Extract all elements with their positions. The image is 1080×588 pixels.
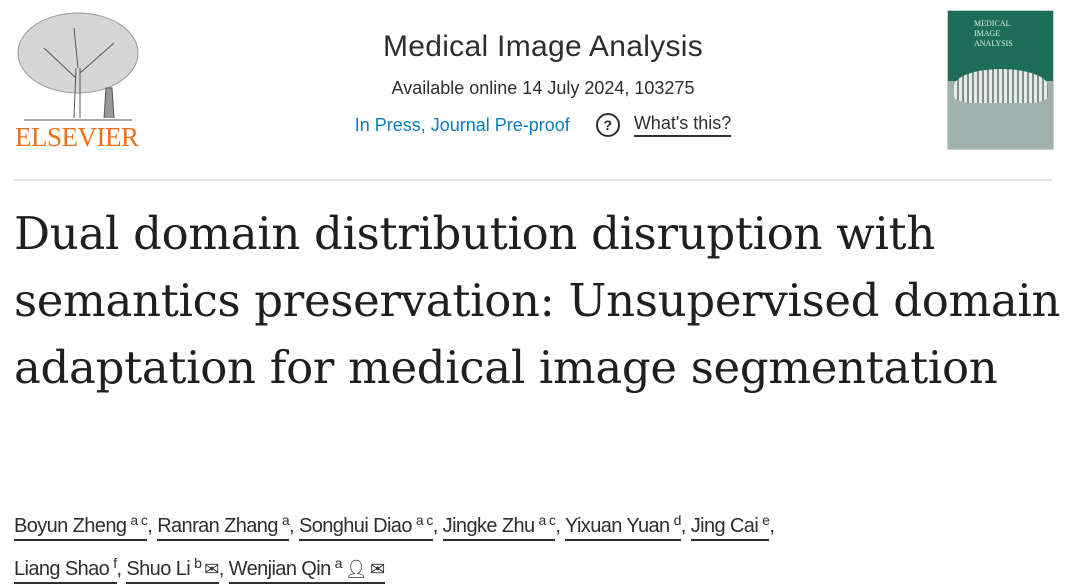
author-name: Yixuan Yuan (564, 515, 670, 537)
author-link[interactable]: Shuo Li b ✉ (126, 555, 219, 584)
author-link[interactable]: Jingke Zhu a c (442, 512, 556, 541)
author-link[interactable]: Ranran Zhang a (157, 512, 290, 541)
affiliation: f (113, 555, 117, 571)
cover-line: IMAGE (974, 29, 1001, 38)
author-name: Jing Cai (690, 515, 759, 537)
affiliation: a (281, 512, 290, 528)
cover-line: MEDICAL (974, 19, 1011, 28)
author-name: Songhui Diao (298, 515, 412, 537)
journal-title[interactable]: Medical Image Analysis (382, 30, 704, 63)
affiliation: a c (415, 512, 433, 528)
cover-brain-image (954, 69, 1048, 103)
divider (14, 179, 1052, 181)
author-name: Wenjian Qin (228, 558, 332, 580)
author-link[interactable]: Boyun Zheng a c (14, 512, 148, 541)
affiliation: e (762, 512, 770, 528)
person-icon[interactable]: 👤︎ (344, 559, 368, 579)
email-icon[interactable]: ✉ (370, 559, 385, 579)
author-name: Liang Shao (14, 558, 110, 580)
whats-this-link[interactable]: What's this? (633, 113, 732, 137)
author-name: Boyun Zheng (14, 515, 127, 537)
article-title: Dual domain distribution disruption with… (14, 207, 1061, 394)
affiliation: a c (538, 512, 556, 528)
journal-cover[interactable]: MEDICAL IMAGE ANALYSIS (947, 10, 1054, 150)
affiliation: a (334, 555, 343, 571)
author-link[interactable]: Yixuan Yuan d (564, 512, 682, 541)
article-status[interactable]: In Press, Journal Pre-proof (354, 114, 570, 135)
question-icon[interactable]: ? (595, 113, 620, 137)
author-link[interactable]: Songhui Diao a c (298, 512, 433, 541)
journal-header: Medical Image Analysis Available online … (300, 30, 786, 137)
email-icon[interactable]: ✉ (204, 559, 219, 579)
author-link[interactable]: Wenjian Qin a 👤︎ ✉ (228, 555, 385, 584)
author-list: Boyun Zheng a c, Ranran Zhang a, Songhui D… (14, 502, 1064, 588)
elsevier-logo-text: ELSEVIER (15, 122, 139, 152)
affiliation: d (673, 512, 682, 528)
affiliation: a c (130, 512, 148, 528)
author-name: Ranran Zhang (157, 515, 278, 537)
author-name: Shuo Li (126, 558, 191, 580)
availability: Available online 14 July 2024, 103275 (391, 78, 695, 98)
elsevier-tree-logo[interactable] (14, 8, 142, 153)
affiliation: b (194, 555, 202, 571)
author-link[interactable]: Jing Cai e (690, 512, 770, 541)
author-link[interactable]: Liang Shao f (14, 555, 117, 584)
cover-line: ANALYSIS (974, 39, 1013, 48)
author-name: Jingke Zhu (442, 515, 535, 537)
